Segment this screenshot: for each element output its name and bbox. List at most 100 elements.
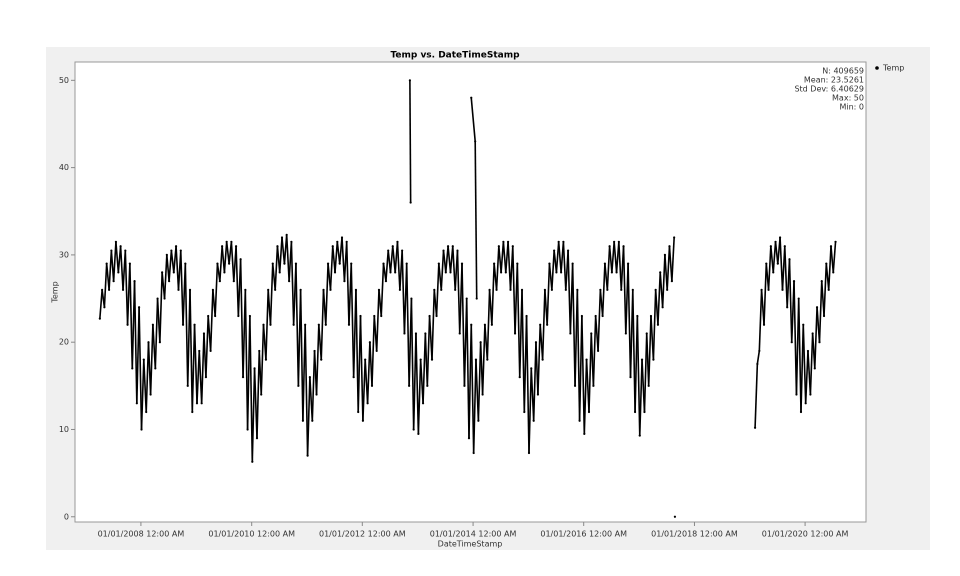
data-point xyxy=(769,245,772,248)
point-trace xyxy=(193,324,198,404)
data-point xyxy=(258,349,261,353)
data-point xyxy=(573,384,577,387)
point-trace xyxy=(295,263,300,386)
data-point xyxy=(548,262,551,265)
data-point xyxy=(795,393,798,396)
point-trace xyxy=(495,246,500,290)
data-point xyxy=(267,288,270,291)
data-point xyxy=(490,323,493,326)
data-point xyxy=(241,376,245,379)
point-trace xyxy=(189,289,194,413)
point-trace xyxy=(371,315,376,386)
point-trace xyxy=(124,250,129,325)
point-trace xyxy=(567,250,572,334)
point-trace xyxy=(415,333,420,434)
data-point xyxy=(264,358,268,361)
legend-marker xyxy=(875,66,879,70)
x-tick-label: 01/01/2010 12:00 AM xyxy=(208,530,295,539)
summary-stat: Mean: 23.5261 xyxy=(804,76,864,85)
point-trace xyxy=(265,289,270,360)
point-trace xyxy=(115,241,120,273)
point-trace xyxy=(129,263,134,369)
data-point xyxy=(202,332,206,335)
data-point xyxy=(204,376,208,379)
data-point xyxy=(317,323,320,326)
data-point xyxy=(813,367,816,370)
data-point xyxy=(513,332,517,335)
data-point xyxy=(218,279,221,283)
data-point xyxy=(137,306,141,309)
data-point xyxy=(550,288,553,291)
data-point xyxy=(225,240,228,243)
data-point xyxy=(186,384,189,387)
data-point xyxy=(806,349,810,353)
data-point xyxy=(617,240,620,243)
point-trace xyxy=(163,254,168,299)
data-point xyxy=(576,288,579,291)
data-point xyxy=(477,419,480,422)
data-point xyxy=(377,288,381,291)
point-trace xyxy=(290,241,295,325)
data-point xyxy=(474,358,478,361)
data-point xyxy=(403,332,406,335)
data-point xyxy=(483,323,486,326)
data-point xyxy=(520,288,524,291)
data-point xyxy=(493,262,496,265)
data-point xyxy=(347,323,351,326)
data-point xyxy=(585,358,588,361)
point-trace xyxy=(209,289,214,351)
point-trace xyxy=(235,246,240,317)
data-point xyxy=(465,297,468,300)
data-point xyxy=(534,341,538,344)
data-point xyxy=(673,236,676,239)
point-trace xyxy=(481,324,486,395)
data-point xyxy=(373,314,376,318)
data-point xyxy=(543,288,547,291)
point-trace xyxy=(350,263,355,378)
data-point xyxy=(467,437,471,440)
data-point xyxy=(666,288,669,291)
data-point xyxy=(140,428,143,431)
point-trace xyxy=(410,298,415,430)
point-trace xyxy=(431,289,436,360)
point-trace xyxy=(562,241,567,290)
data-point xyxy=(370,384,374,387)
point-trace xyxy=(576,289,581,421)
point-trace xyxy=(230,241,235,282)
data-point xyxy=(652,358,655,361)
data-point xyxy=(322,288,325,291)
data-point xyxy=(311,419,314,422)
data-point xyxy=(497,245,500,248)
data-point xyxy=(168,279,171,283)
data-point xyxy=(288,279,291,283)
y-axis-label: Temp xyxy=(51,281,60,303)
point-trace xyxy=(581,315,586,434)
point-trace xyxy=(417,359,422,434)
point-trace xyxy=(528,368,533,454)
data-point xyxy=(525,314,528,318)
data-point xyxy=(758,349,761,353)
data-point xyxy=(603,262,607,265)
data-point xyxy=(610,271,613,274)
data-point xyxy=(428,314,431,318)
data-point xyxy=(128,262,131,265)
data-point xyxy=(248,314,251,318)
data-point xyxy=(488,288,491,291)
data-point xyxy=(345,240,348,243)
data-point xyxy=(195,402,199,405)
data-point xyxy=(809,393,812,396)
data-point xyxy=(308,376,311,379)
point-trace xyxy=(571,263,576,386)
point-trace xyxy=(661,254,666,308)
data-point xyxy=(216,262,219,265)
data-point xyxy=(421,402,425,405)
data-point xyxy=(649,314,653,318)
point-trace xyxy=(465,298,470,439)
data-point xyxy=(412,428,415,431)
data-point xyxy=(557,240,560,243)
data-point xyxy=(541,358,544,361)
data-point xyxy=(230,240,233,243)
data-point xyxy=(479,341,482,344)
data-point xyxy=(783,245,786,248)
